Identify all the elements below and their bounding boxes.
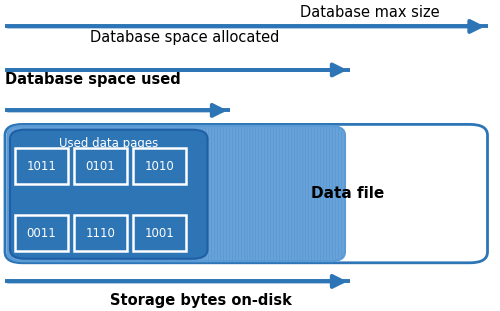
Text: Used data pages: Used data pages (59, 137, 158, 151)
Text: 1011: 1011 (26, 160, 56, 173)
FancyBboxPatch shape (133, 148, 186, 184)
Text: Database space allocated: Database space allocated (90, 30, 280, 45)
FancyBboxPatch shape (15, 215, 68, 251)
FancyBboxPatch shape (133, 215, 186, 251)
Text: Database space used: Database space used (5, 72, 181, 87)
Text: 0101: 0101 (86, 160, 115, 173)
FancyBboxPatch shape (10, 130, 207, 259)
Text: Data file: Data file (311, 186, 384, 201)
Text: 1110: 1110 (86, 227, 115, 239)
FancyBboxPatch shape (5, 124, 488, 263)
Text: 1001: 1001 (144, 227, 174, 239)
Text: Database max size: Database max size (300, 5, 440, 20)
FancyBboxPatch shape (8, 126, 345, 261)
Text: 0011: 0011 (26, 227, 56, 239)
Text: Storage bytes on-disk: Storage bytes on-disk (110, 293, 292, 308)
FancyBboxPatch shape (74, 148, 126, 184)
FancyBboxPatch shape (74, 215, 126, 251)
Text: 1010: 1010 (144, 160, 174, 173)
FancyBboxPatch shape (15, 148, 68, 184)
